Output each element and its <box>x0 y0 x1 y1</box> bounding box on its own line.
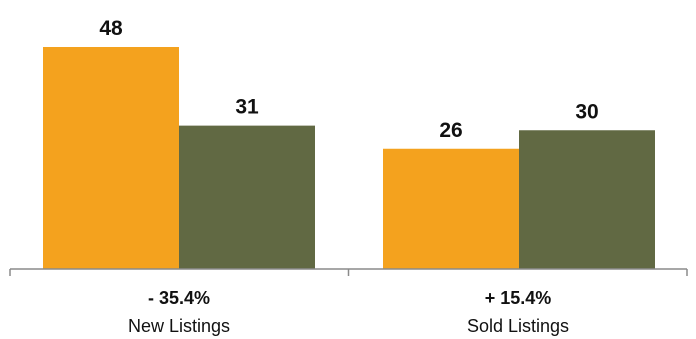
bar-new-listings-series-1 <box>43 47 179 269</box>
data-label-new-listings-series-1: 48 <box>99 17 123 40</box>
bar-sold-listings-series-2 <box>519 130 655 269</box>
bar-new-listings-series-2 <box>179 125 315 269</box>
category-label-new-listings: New Listings <box>128 316 230 336</box>
data-label-new-listings-series-2: 31 <box>235 96 259 119</box>
data-label-sold-listings-series-1: 26 <box>439 119 462 142</box>
x-axis <box>9 268 688 276</box>
category-label-sold-listings: Sold Listings <box>467 316 569 336</box>
change-label-sold-listings: + 15.4% <box>485 288 552 308</box>
change-label-new-listings: - 35.4% <box>148 288 210 308</box>
value-labels-group: 48 31 26 30 <box>99 17 598 142</box>
bars-group <box>43 47 655 269</box>
data-label-sold-listings-series-2: 30 <box>575 100 598 123</box>
bar-sold-listings-series-1 <box>383 148 519 269</box>
category-labels-group: - 35.4% New Listings + 15.4% Sold Listin… <box>128 288 569 336</box>
